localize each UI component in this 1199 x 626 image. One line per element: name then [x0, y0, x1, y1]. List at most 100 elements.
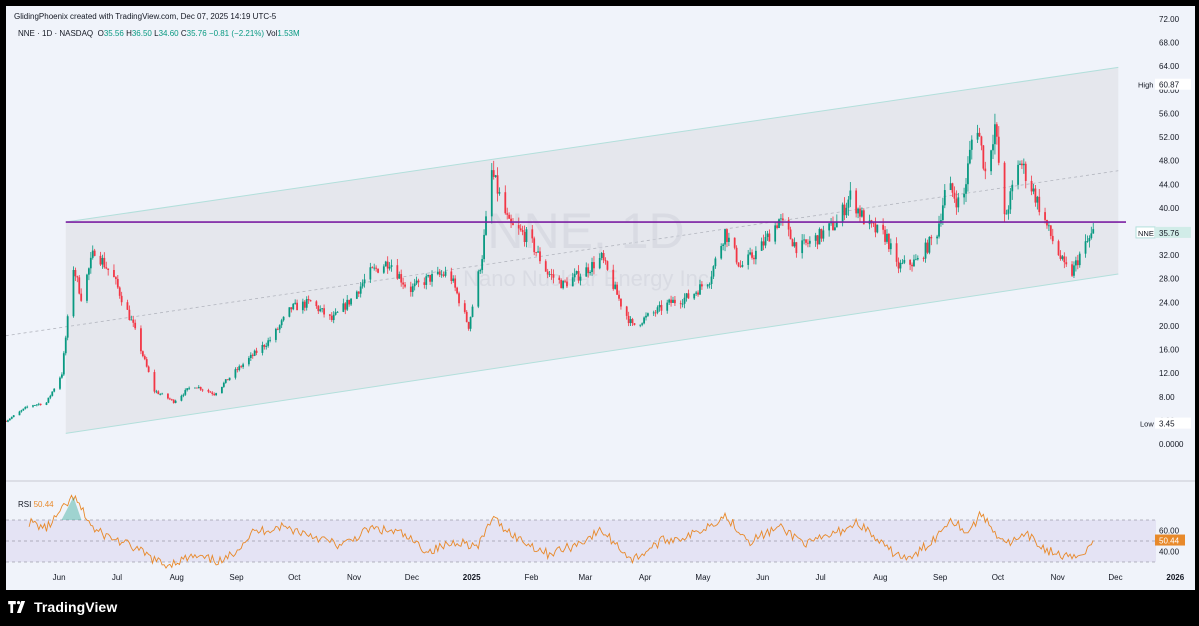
candle	[589, 270, 592, 276]
candle-body	[762, 241, 765, 246]
candle-body	[510, 218, 512, 224]
candle	[184, 388, 187, 396]
candle-body	[593, 262, 595, 269]
candle	[143, 354, 146, 361]
candle	[1044, 207, 1046, 224]
time-tick-label: Oct	[288, 573, 301, 582]
price-axis[interactable]: 72.00 68.00 64.00 60.00 56.00 52.00 48.00 44.00…	[1135, 15, 1191, 449]
price-tick-label: 24.00	[1159, 298, 1180, 307]
candle	[72, 266, 75, 318]
candle	[334, 308, 337, 316]
time-axis[interactable]: Jun Jul Aug Sep Oct Nov Dec 2025 Feb Mar Apr May Jun…	[53, 573, 1185, 582]
low-value-box	[1155, 417, 1191, 429]
candle	[303, 300, 306, 312]
candle	[517, 217, 520, 235]
candle-body	[12, 415, 15, 418]
candle	[319, 305, 322, 313]
candle-body	[566, 281, 568, 287]
candle-body	[80, 293, 83, 301]
candle-body	[552, 274, 555, 278]
candle	[456, 286, 458, 295]
legend-change: −0.81 (−2.21%)	[208, 29, 265, 38]
candle-body	[355, 291, 358, 299]
candle	[174, 399, 177, 404]
candle	[712, 265, 715, 280]
candle-body	[184, 390, 187, 395]
candle-body	[274, 328, 277, 340]
channel-mid-line	[6, 170, 1119, 337]
candle-body	[739, 266, 742, 268]
candle	[452, 275, 455, 283]
candle	[1073, 261, 1075, 279]
attribution: GlidingPhoenix created with TradingView.…	[14, 12, 277, 21]
candle	[751, 249, 753, 260]
candle	[760, 237, 763, 251]
rsi-axis[interactable]: 60.00 40.00 50.44	[1155, 527, 1185, 557]
candle-body	[157, 391, 160, 395]
candle	[714, 256, 717, 269]
candle	[431, 270, 433, 287]
chart-canvas[interactable]: NNE, 1D Nano Nuclear Energy Inc 72.00 68.…	[6, 6, 1195, 590]
time-tick-label: Nov	[1051, 573, 1065, 582]
candle	[1090, 226, 1093, 240]
candle	[278, 324, 281, 334]
candle	[355, 290, 358, 300]
candle-body	[221, 386, 223, 394]
candle	[8, 418, 11, 421]
candle-body	[895, 243, 898, 262]
candle-body	[363, 279, 366, 284]
candle-body	[1024, 163, 1027, 181]
candle	[645, 312, 647, 321]
time-tick-label: Oct	[992, 573, 1005, 582]
candle-body	[265, 345, 268, 347]
candle-body	[130, 319, 133, 321]
candle-body	[1034, 188, 1037, 203]
candle	[255, 347, 258, 356]
candle	[889, 238, 892, 255]
candle	[1024, 161, 1027, 189]
legend-low-label: L	[154, 29, 159, 38]
candle	[436, 266, 439, 276]
candle	[924, 238, 927, 263]
candle-body	[941, 205, 944, 221]
chart-area[interactable]: NNE, 1D Nano Nuclear Energy Inc 72.00 68.…	[6, 6, 1195, 590]
candle-body	[357, 291, 360, 294]
candle-body	[141, 351, 144, 357]
candle-body	[174, 400, 177, 403]
candle-body	[317, 306, 320, 312]
candle	[708, 282, 711, 289]
candle-body	[521, 230, 524, 232]
candle-body	[916, 258, 919, 260]
candle	[604, 257, 607, 265]
candle	[80, 288, 83, 302]
candle	[195, 387, 198, 389]
candle-body	[571, 277, 574, 287]
candle-body	[722, 244, 725, 246]
candle	[926, 239, 929, 255]
candle-body	[307, 299, 310, 301]
candle-body	[620, 298, 622, 307]
candle	[172, 399, 175, 404]
price-tick-label: 0.0000	[1159, 440, 1184, 449]
candle	[670, 295, 672, 307]
candle-body	[425, 276, 428, 285]
rsi-current-value: 50.44	[1159, 537, 1180, 546]
candle-body	[845, 207, 848, 216]
candle	[618, 290, 620, 301]
candle	[575, 270, 578, 275]
tradingview-brand: TradingView	[34, 599, 118, 615]
candle	[417, 278, 420, 288]
candle-body	[953, 192, 956, 199]
candle-body	[926, 242, 929, 253]
candle	[323, 304, 325, 318]
candle-body	[45, 402, 48, 405]
candle	[400, 269, 403, 287]
candle-body	[897, 261, 900, 269]
candle-body	[1092, 229, 1095, 234]
candle-body	[955, 198, 958, 208]
candle	[1022, 158, 1025, 174]
candle	[409, 281, 412, 297]
candle	[1032, 184, 1035, 195]
candle-body	[807, 242, 809, 244]
candle-body	[280, 320, 283, 326]
